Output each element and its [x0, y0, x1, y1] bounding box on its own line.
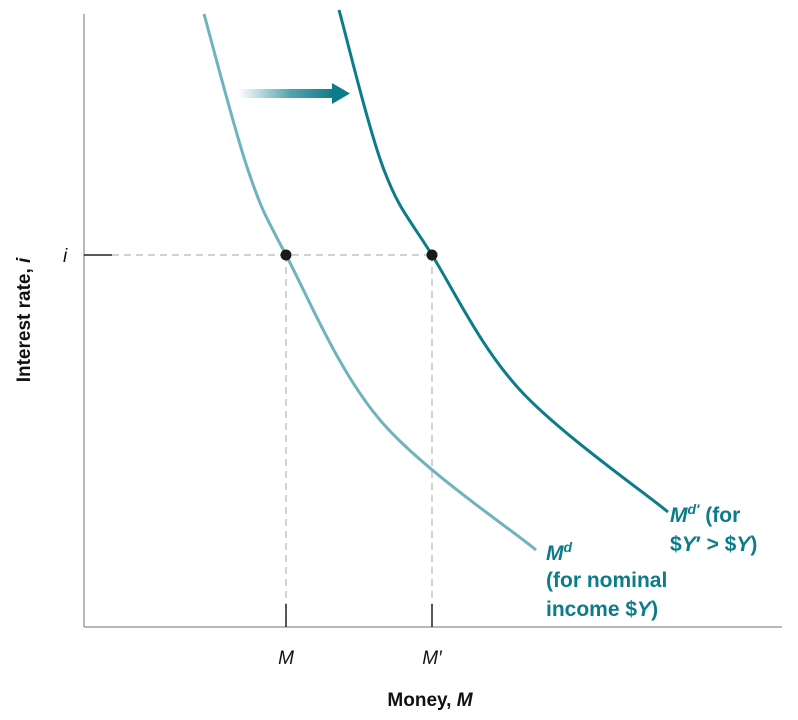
- x-tick-label-m-prime: M′: [422, 648, 443, 669]
- label-md: Md (for nominal income $Y): [546, 534, 673, 621]
- shift-right-arrow: [238, 83, 350, 104]
- point-md-at-i: [280, 249, 292, 261]
- curve-md: [202, 13, 537, 552]
- y-axis-title: Interest rate, i: [14, 257, 35, 382]
- x-axis-title: Money, M: [387, 690, 473, 711]
- label-md-prime: Md′ (for $Y′ > $Y): [670, 501, 757, 556]
- curve-md-prime: [337, 9, 669, 514]
- y-tick-label-i: i: [63, 246, 68, 267]
- x-tick-label-m: M: [278, 648, 294, 669]
- point-md-prime-at-i: [426, 249, 438, 261]
